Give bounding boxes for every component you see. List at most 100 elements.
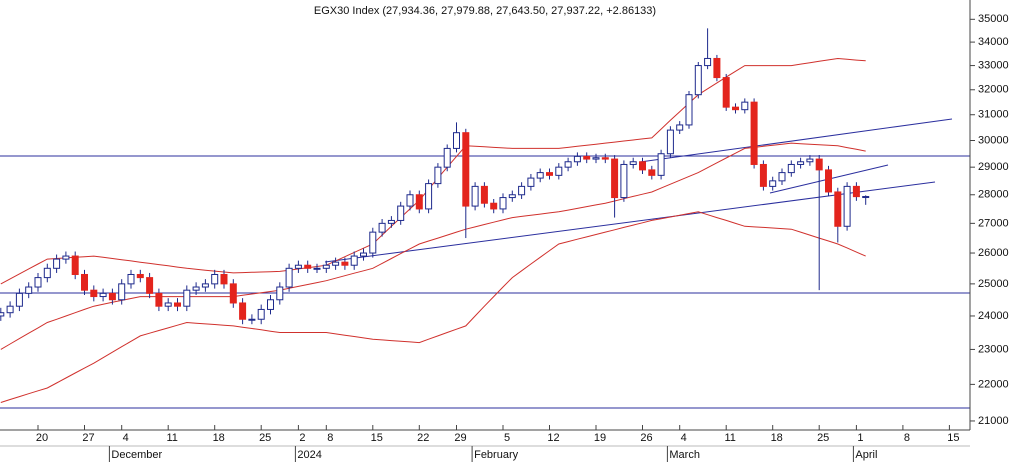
x-tick-label: 19 [594, 432, 606, 444]
candle-body [583, 155, 591, 160]
x-tick-label: 27 [82, 432, 94, 444]
candle-body [6, 305, 14, 314]
candle-body [648, 169, 656, 176]
bollinger-band [0, 142, 866, 350]
x-tick-label: 18 [771, 432, 783, 444]
candle-body [620, 163, 628, 199]
candle-body [639, 161, 646, 171]
candle-body [127, 273, 135, 285]
candle-body [555, 166, 563, 176]
candle-body [611, 158, 619, 199]
x-tick-label: 26 [640, 432, 652, 444]
candle-body [239, 302, 247, 320]
candle-body [294, 264, 302, 269]
candle-body [99, 292, 107, 298]
x-tick-label: 12 [547, 432, 559, 444]
y-tick-label: 21000 [978, 415, 1009, 427]
y-tick-label: 32000 [978, 84, 1009, 96]
candle-body [285, 267, 293, 288]
y-tick-label: 22000 [978, 378, 1009, 390]
candle-body [508, 194, 516, 199]
candle-body [471, 185, 479, 207]
candle-body [350, 255, 358, 266]
candle-body [378, 222, 386, 233]
candle-body [53, 258, 61, 269]
month-label: February [474, 449, 519, 461]
candle-body [15, 292, 23, 307]
candle-body [25, 286, 33, 294]
y-tick-label: 24000 [978, 310, 1009, 322]
x-tick-label: 11 [724, 432, 735, 444]
candle-body [146, 277, 154, 294]
candle-body [332, 261, 340, 266]
candle-body [480, 185, 488, 204]
candle-body [778, 172, 786, 182]
candle-body [536, 172, 544, 179]
candle-body [769, 180, 777, 187]
month-label: March [669, 449, 700, 461]
candle-body [815, 158, 823, 171]
candle-body [341, 261, 349, 266]
candle-body [676, 124, 684, 131]
y-tick-label: 23000 [978, 343, 1009, 355]
candle-body [546, 172, 553, 176]
month-label: April [855, 449, 877, 461]
candle-body [276, 286, 284, 301]
x-tick-label: 1 [857, 432, 863, 444]
candle-body [862, 196, 870, 199]
candle-body [434, 166, 442, 185]
candle-body [220, 273, 228, 285]
candle-body [601, 157, 609, 160]
candle-body [415, 194, 423, 210]
candle-body [592, 157, 600, 160]
x-tick-label: 4 [123, 432, 129, 444]
candle-body [490, 202, 498, 210]
month-label: 2024 [297, 449, 321, 461]
candle-body [406, 194, 414, 207]
bollinger-band [0, 57, 866, 285]
candle-body [34, 277, 42, 288]
candle-body [685, 94, 693, 126]
x-tick-label: 8 [327, 432, 333, 444]
candle-body [62, 255, 70, 260]
candle-body [797, 161, 805, 165]
candle-body [397, 205, 405, 221]
candle-body [0, 312, 5, 317]
x-tick-label: 5 [504, 432, 510, 444]
y-tick-label: 25000 [978, 278, 1009, 290]
candle-body [136, 273, 144, 279]
candle-body [174, 302, 181, 307]
candle-body [192, 286, 200, 291]
candle-body [462, 132, 470, 207]
candle-body [425, 183, 433, 210]
candle-body [741, 101, 749, 111]
candle-body [573, 155, 581, 163]
x-tick-label: 20 [36, 432, 48, 444]
candle-body [257, 308, 265, 320]
candle-body [750, 101, 758, 165]
candle-body [453, 132, 460, 149]
x-tick-label: 15 [371, 432, 383, 444]
candle-body [666, 129, 674, 155]
candle-body [806, 158, 814, 163]
candle-body [787, 163, 795, 174]
month-label: December [111, 449, 162, 461]
candle-body [155, 292, 163, 307]
candle-body [267, 299, 274, 310]
x-tick-label: 29 [454, 432, 466, 444]
candle-body [704, 57, 712, 67]
candle-body [713, 57, 721, 79]
trend-line [324, 181, 936, 263]
candle-body [759, 163, 767, 187]
y-tick-label: 34000 [978, 36, 1009, 48]
candle-body [527, 177, 535, 187]
candle-body [443, 147, 451, 168]
x-tick-label: 22 [417, 432, 429, 444]
y-tick-label: 33000 [978, 59, 1009, 71]
y-tick-label: 30000 [978, 134, 1009, 146]
candle-body [360, 252, 367, 257]
y-tick-label: 35000 [978, 13, 1009, 25]
candle-body [183, 289, 191, 307]
